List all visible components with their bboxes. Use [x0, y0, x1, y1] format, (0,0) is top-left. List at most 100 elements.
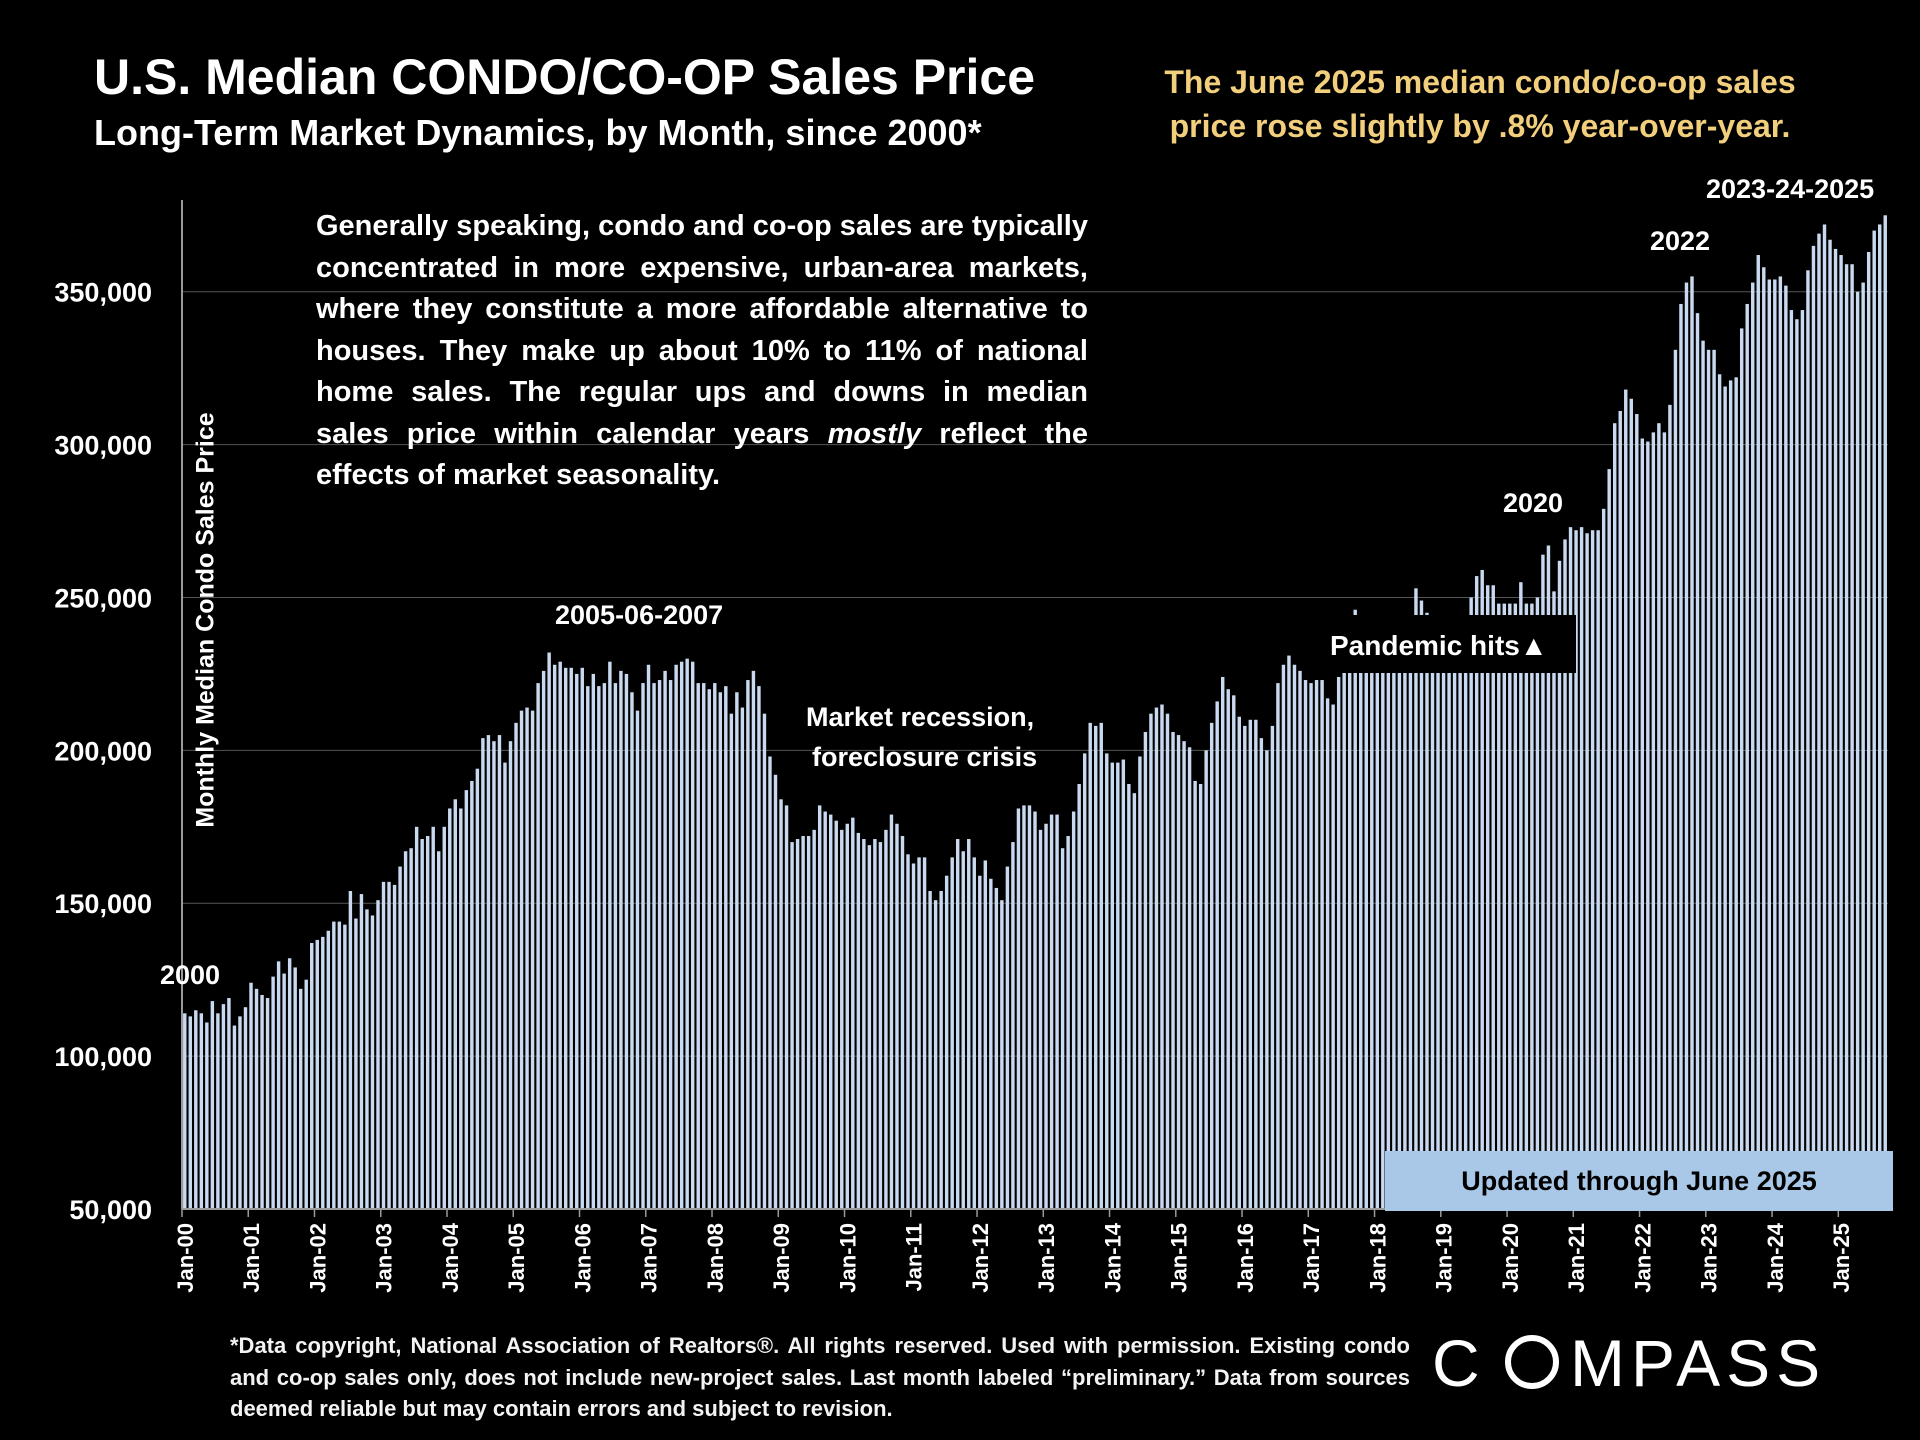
bar — [453, 799, 457, 1209]
bar — [1397, 670, 1402, 1209]
bar — [696, 683, 700, 1209]
annotation-2005-2007: 2005-06-2007 — [555, 600, 723, 630]
bar — [1276, 683, 1280, 1209]
bar — [1839, 255, 1843, 1210]
bar — [448, 808, 452, 1209]
bar — [459, 808, 463, 1209]
bar — [1171, 732, 1175, 1209]
bar — [602, 683, 607, 1209]
x-axis-ticks: Jan-00 Jan-01 Jan-02 Jan-03 Jan-04 Jan-05 Jan-… — [173, 1209, 1854, 1293]
bar — [1695, 313, 1700, 1209]
bar — [641, 683, 645, 1209]
bar — [1762, 267, 1766, 1209]
bar — [249, 982, 253, 1209]
bar — [1430, 625, 1435, 1209]
bar — [900, 835, 905, 1209]
bar — [1110, 762, 1114, 1209]
bar — [1044, 823, 1048, 1209]
x-tick-label: Jan-25 — [1829, 1223, 1854, 1293]
bar — [188, 1016, 192, 1209]
bar — [773, 774, 778, 1209]
bar — [398, 866, 402, 1209]
bar — [1789, 310, 1794, 1209]
bar — [895, 823, 899, 1209]
bar — [762, 713, 767, 1209]
bar — [298, 988, 303, 1209]
bar — [1392, 664, 1396, 1209]
bar — [1154, 707, 1159, 1209]
bar — [414, 826, 419, 1209]
bar — [381, 881, 386, 1209]
bar — [359, 894, 364, 1209]
bar — [1508, 603, 1512, 1209]
bar — [972, 857, 976, 1209]
bar — [1359, 634, 1363, 1209]
bar — [840, 829, 844, 1209]
x-tick-label: Jan-07 — [637, 1223, 662, 1293]
x-tick-label: Jan-00 — [173, 1223, 198, 1293]
bar — [216, 1013, 220, 1209]
bar — [1066, 835, 1070, 1209]
bar — [1706, 349, 1711, 1209]
bar — [1872, 230, 1876, 1209]
bar — [254, 988, 259, 1209]
bar — [630, 692, 634, 1209]
bar — [724, 686, 728, 1209]
bar — [812, 829, 816, 1209]
bar — [238, 1016, 242, 1209]
logo-letters-c: C — [1432, 1326, 1480, 1400]
bar — [1077, 784, 1081, 1209]
annotation-2000: 2000 — [160, 960, 220, 990]
x-tick-label: Jan-08 — [703, 1223, 728, 1293]
bar — [856, 832, 861, 1209]
y-axis-ticks: 50,000 100,000 150,000 200,000 250,000 300,00… — [54, 278, 152, 1225]
x-tick-label: Jan-09 — [769, 1223, 794, 1293]
bar — [569, 667, 573, 1209]
x-tick-label: Jan-05 — [504, 1223, 529, 1293]
bar — [884, 829, 888, 1209]
bar — [1364, 649, 1368, 1209]
bar — [906, 854, 910, 1209]
bar — [613, 683, 618, 1209]
bar — [1160, 704, 1164, 1209]
bar — [1132, 793, 1137, 1209]
logo-o-circle — [1505, 1335, 1559, 1389]
footnote: *Data copyright, National Association of… — [230, 1333, 1410, 1421]
bar — [1651, 432, 1656, 1209]
bar — [1524, 603, 1529, 1209]
bar — [889, 814, 894, 1209]
bar — [1198, 784, 1203, 1209]
bar — [911, 863, 916, 1209]
x-tick-label: Jan-03 — [372, 1223, 397, 1293]
bar — [1668, 404, 1672, 1209]
bar — [1143, 732, 1148, 1209]
bar — [1811, 245, 1816, 1210]
bar — [1822, 224, 1827, 1209]
bar — [1712, 349, 1716, 1209]
bar — [845, 823, 849, 1209]
bar — [619, 670, 623, 1209]
bar — [276, 961, 281, 1209]
bar — [1088, 722, 1092, 1209]
bar — [1309, 683, 1313, 1209]
bar — [679, 661, 684, 1209]
bar — [514, 722, 518, 1209]
bar — [437, 851, 441, 1209]
bar — [1673, 349, 1678, 1209]
annotation-2020: 2020 — [1503, 488, 1563, 518]
bar — [713, 683, 717, 1209]
bar — [1624, 389, 1628, 1209]
bar — [519, 710, 524, 1209]
bar — [1458, 640, 1462, 1209]
bar — [751, 670, 756, 1209]
bar — [978, 875, 982, 1209]
bar — [1038, 829, 1043, 1209]
bar — [1701, 340, 1705, 1209]
bar — [1784, 285, 1788, 1209]
bar — [199, 1013, 204, 1209]
bar — [1552, 591, 1556, 1209]
bar — [492, 741, 496, 1209]
bar — [1215, 701, 1219, 1209]
bar — [1386, 646, 1391, 1209]
bar — [1116, 762, 1120, 1209]
